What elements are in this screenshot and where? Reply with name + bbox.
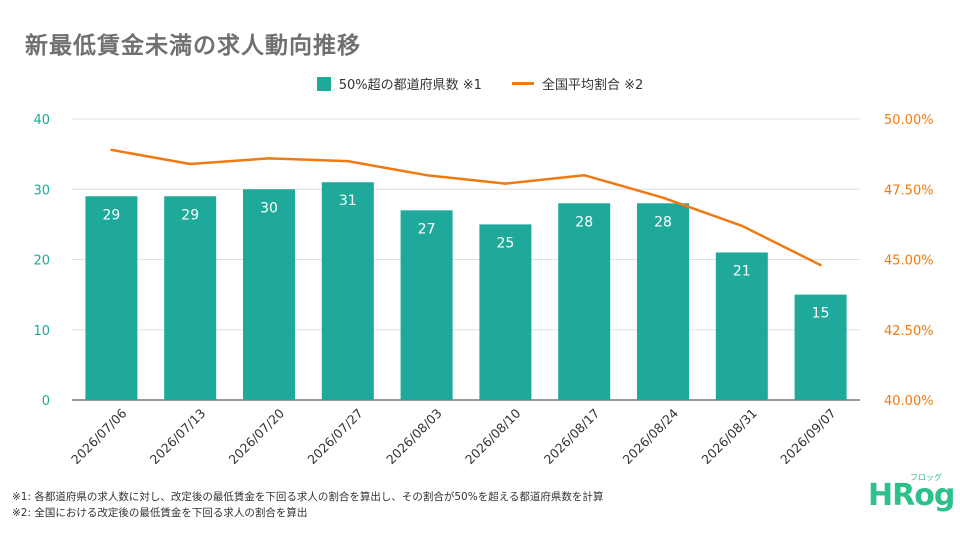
footnotes: ※1: 各都道府県の求人数に対し、改定後の最低賃金を下回る求人の割合を算出し、そ… [12,489,603,521]
y-left-tick-label: 40 [33,113,50,128]
bar-data-label: 21 [733,263,751,279]
bar [400,210,453,400]
bar [558,203,611,400]
y-left-tick-label: 20 [33,254,50,269]
bar-data-label: 29 [181,207,199,223]
x-tick-label: 2026/07/13 [147,406,209,468]
legend-line-label: 全国平均割合 ※2 [541,78,644,93]
x-axis-labels: 2026/07/06 2026/07/13 2026/07/20 2026/07/27… [68,405,839,467]
footnote-1: ※1: 各都道府県の求人数に対し、改定後の最低賃金を下回る求人の割合を算出し、そ… [12,491,604,503]
x-tick-label: 2026/07/20 [226,405,288,467]
line-series-path [111,148,822,267]
y-left-tick-label: 30 [33,183,50,198]
bar-data-label: 15 [812,306,830,322]
legend-bar-swatch [316,76,331,91]
legend-item-bar: 50%超の都道府県数 ※1 [316,74,482,93]
line-point [189,162,192,166]
y-left-tick-label: 0 [42,394,50,409]
logo-small-text: フロッグ [910,473,942,482]
x-tick-label: 2026/08/17 [541,406,603,468]
y-right-tick-label: 50.00% [884,113,934,128]
bar-data-label: 29 [102,207,120,223]
bar [321,182,374,400]
bar-data-label: 25 [496,235,514,251]
bar-series [85,182,847,400]
bar-data-label: 30 [260,200,278,216]
hrog-logo: フロッグ HRog [868,470,958,530]
line-point [504,182,507,185]
bar [243,189,295,400]
bar [164,196,217,400]
chart-legend: 50%超の都道府県数 ※1 全国平均割合 ※2 [0,74,960,93]
line-point [267,157,271,160]
bar [479,224,532,400]
line-point [425,174,428,177]
line-point [583,174,586,177]
y-right-tick-label: 45.00% [884,254,934,269]
bar [85,196,138,400]
bar-data-labels: 29 29 30 31 27 25 28 28 21 15 [102,193,829,321]
x-tick-label: 2026/08/03 [383,406,445,468]
line-point [346,159,349,163]
x-tick-label: 2026/08/10 [462,405,524,467]
bar [637,203,689,400]
legend-item-line: 全国平均割合 ※2 [511,74,644,93]
logo-main-text: HRog [868,478,955,513]
x-tick-label: 2026/08/31 [698,406,760,468]
legend-bar-label: 50%超の都道府県数 ※1 [338,78,482,93]
chart-title: 新最低賃金未満の求人動向推移 [25,33,361,59]
legend-line-swatch [511,82,534,85]
y-axis-left: 0 10 20 30 40 [33,113,50,409]
line-series [110,148,822,267]
bar-data-label: 28 [654,214,672,230]
x-tick-label: 2026/08/24 [620,405,682,467]
line-point [661,196,665,199]
bar-data-label: 28 [575,214,593,230]
x-tick-label: 2026/07/06 [68,405,130,467]
y-right-tick-label: 47.50% [884,183,934,198]
y-axis-right: 40.00% 42.50% 45.00% 47.50% 50.00% [884,113,934,409]
y-left-tick-label: 10 [33,324,50,339]
bar-data-label: 27 [418,221,436,237]
y-right-tick-label: 42.50% [884,324,934,339]
y-right-tick-label: 40.00% [884,394,934,409]
bar-data-label: 31 [339,193,357,209]
x-tick-label: 2026/07/27 [304,406,366,468]
line-point [110,148,113,152]
x-tick-label: 2026/09/07 [777,406,839,468]
footnote-2: ※2: 全国における改定後の最低賃金を下回る求人の割合を算出 [12,507,308,519]
line-point [819,263,822,267]
line-point [740,224,743,227]
bar [794,294,847,400]
bar [715,252,768,400]
